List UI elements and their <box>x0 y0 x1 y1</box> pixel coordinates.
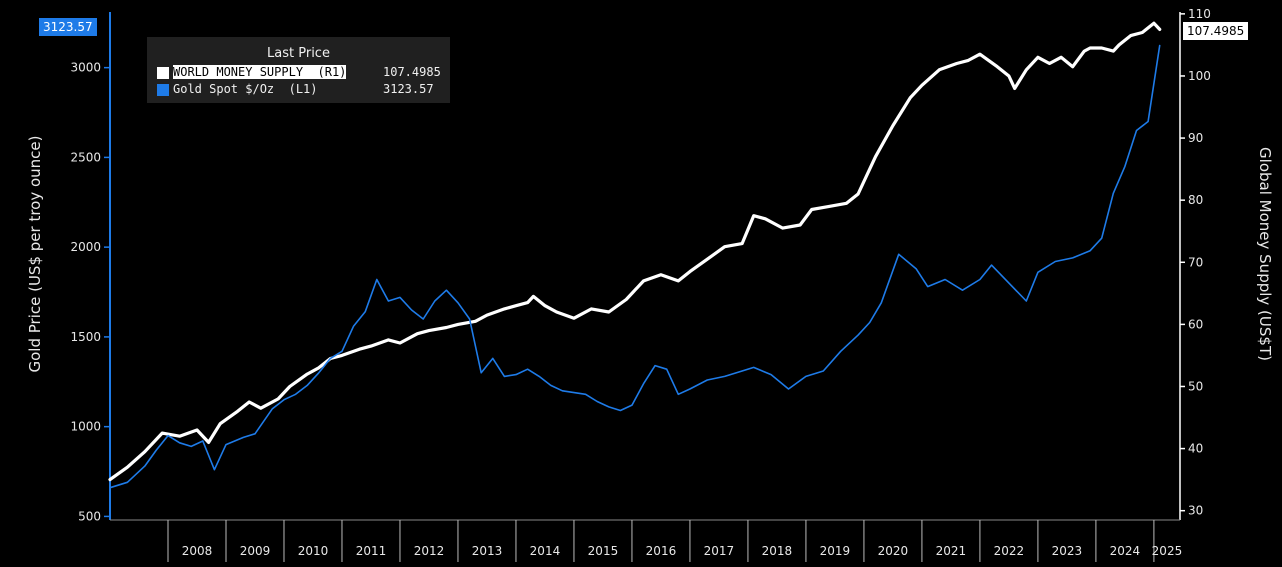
year-label: 2008 <box>182 544 213 558</box>
right-axis-title: Global Money Supply (US$T) <box>1256 147 1274 361</box>
left-tick-label: 2500 <box>70 150 101 164</box>
year-label: 2021 <box>936 544 967 558</box>
year-label: 2025 <box>1152 544 1183 558</box>
year-label: 2020 <box>878 544 909 558</box>
year-label: 2012 <box>414 544 445 558</box>
legend-entry-money-supply: WORLD MONEY SUPPLY (R1) 107.4985 <box>155 65 445 81</box>
x-axis: 2008 2009 2010 2011 2012 2013 2014 2015 2016 2017… <box>110 519 1183 562</box>
left-tick-label: 1500 <box>70 330 101 344</box>
right-tick-label: 40 <box>1188 442 1203 456</box>
year-label: 2017 <box>704 544 735 558</box>
legend: Last Price WORLD MONEY SUPPLY (R1) 107.4… <box>147 37 450 103</box>
legend-header: Last Price <box>267 46 330 61</box>
year-label: 2022 <box>994 544 1025 558</box>
year-label: 2023 <box>1052 544 1083 558</box>
legend-value: 3123.57 <box>383 82 434 96</box>
right-tick-label: 90 <box>1188 131 1203 145</box>
series-line-gold <box>109 44 1161 489</box>
left-axis-title: Gold Price (US$ per troy ounce) <box>26 135 44 372</box>
year-label: 2009 <box>240 544 271 558</box>
right-tick-label: 30 <box>1188 504 1203 518</box>
right-tick-label: 110 <box>1188 7 1211 21</box>
year-label: 2013 <box>472 544 503 558</box>
money-supply-last-value-tag: 107.4985 <box>1183 22 1249 40</box>
left-tick-label: 2000 <box>70 240 101 254</box>
year-label: 2024 <box>1110 544 1141 558</box>
year-label: 2014 <box>530 544 561 558</box>
right-tick-label: 80 <box>1188 193 1203 207</box>
left-tick-label: 3000 <box>70 61 101 75</box>
legend-value: 107.4985 <box>383 65 441 79</box>
left-tick-label: 500 <box>78 509 101 523</box>
year-label: 2010 <box>298 544 329 558</box>
right-tick-label: 70 <box>1188 255 1203 269</box>
legend-label: WORLD MONEY SUPPLY (R1) <box>173 65 347 79</box>
year-label: 2018 <box>762 544 793 558</box>
year-label: 2011 <box>356 544 387 558</box>
left-axis: 500 1000 1500 2000 2500 3000 <box>70 12 111 523</box>
year-label: 2015 <box>588 544 619 558</box>
right-tick-label: 50 <box>1188 379 1203 393</box>
legend-swatch-white <box>157 67 169 79</box>
year-label: 2016 <box>646 544 677 558</box>
series-layer <box>108 21 1162 489</box>
series-line-money-supply <box>108 21 1162 482</box>
legend-swatch-blue <box>157 84 169 96</box>
legend-label: Gold Spot $/Oz (L1) <box>173 82 318 96</box>
gold-last-price-tag: 3123.57 <box>39 18 97 36</box>
year-label: 2019 <box>820 544 851 558</box>
legend-entry-gold: Gold Spot $/Oz (L1) 3123.57 <box>155 82 445 98</box>
left-tick-label: 1000 <box>70 420 101 434</box>
right-tick-label: 100 <box>1188 69 1211 83</box>
right-tick-label: 60 <box>1188 317 1203 331</box>
right-axis: 30 40 50 60 70 80 90 100 110 <box>1179 7 1211 520</box>
